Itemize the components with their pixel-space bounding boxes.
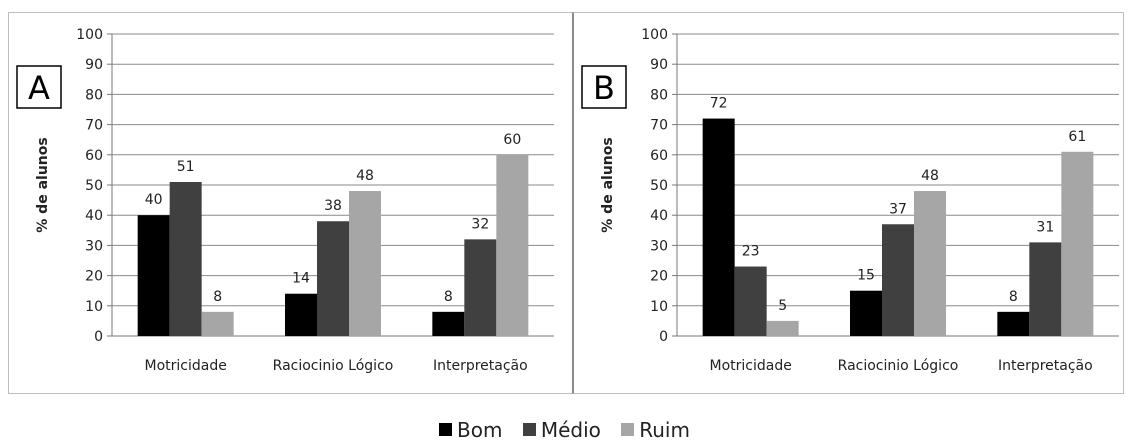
chart-b-data-label: 5 xyxy=(778,298,787,314)
chart-b-bar-mdio xyxy=(882,224,914,336)
chart-b-bar-mdio xyxy=(1029,242,1062,336)
chart-b-bar-ruim xyxy=(1061,151,1094,336)
chart-a-category-label: Raciocinio Lógico xyxy=(273,358,394,374)
chart-a-ytick-label: 20 xyxy=(85,269,103,285)
chart-b-category-label: Interpretação xyxy=(998,358,1093,374)
chart-b-bar-ruim xyxy=(766,320,799,336)
chart-b-bar-bom xyxy=(702,118,735,336)
chart-a-ytick-label: 90 xyxy=(85,57,103,73)
legend-item-ruim: Ruim xyxy=(621,418,690,442)
legend-item-bom: Bom xyxy=(439,418,502,442)
chart-a-data-label: 38 xyxy=(324,198,342,214)
chart-b-data-label: 23 xyxy=(742,244,760,260)
chart-a-bar-ruim xyxy=(496,154,529,336)
chart-panel-a: 0 10 20 30 40 50 60 70 80 90 100 % de alunos A 40 51 8 M… xyxy=(8,12,572,394)
chart-b-ytick-label: 100 xyxy=(641,27,668,43)
chart-a-data-label: 32 xyxy=(471,216,489,232)
chart-b-panel-label: B xyxy=(593,69,615,107)
chart-b-data-label: 72 xyxy=(710,96,728,112)
chart-a-data-label: 48 xyxy=(356,168,374,184)
chart-b-data-label: 31 xyxy=(1036,219,1054,235)
chart-a-svg: 0 10 20 30 40 50 60 70 80 90 100 % de alunos A 40 51 8 M… xyxy=(16,27,554,374)
chart-b-ytick-label: 0 xyxy=(659,329,668,345)
chart-a-ytick-label: 10 xyxy=(85,299,103,315)
chart-b-bar-ruim xyxy=(914,191,946,336)
chart-b-bar-bom xyxy=(997,311,1030,336)
legend-item-medio: Médio xyxy=(522,418,601,442)
chart-b-panel-label-box xyxy=(581,65,627,109)
chart-a-panel-label: A xyxy=(28,69,50,107)
legend-swatch-medio xyxy=(522,423,536,436)
chart-a-ylabel: % de alunos xyxy=(35,137,51,232)
chart-a-data-label: 14 xyxy=(292,271,310,287)
chart-b-category-label: Raciocinio Lógico xyxy=(838,358,959,374)
chart-b-data-label: 8 xyxy=(1009,289,1018,305)
chart-b-ytick-label: 50 xyxy=(650,178,668,194)
chart-a-bar-bom xyxy=(137,215,170,336)
chart-b-ytick-label: 90 xyxy=(650,57,668,73)
chart-a-bar-mdio xyxy=(169,181,202,336)
chart-a-ytick-label: 0 xyxy=(94,329,103,345)
chart-a-panel-label-box xyxy=(16,65,62,109)
legend-label-ruim: Ruim xyxy=(639,418,690,442)
chart-a-ytick-label: 30 xyxy=(85,238,103,254)
chart-a-ytick-label: 50 xyxy=(85,178,103,194)
legend-swatch-ruim xyxy=(621,423,635,436)
chart-b-data-label: 48 xyxy=(921,168,939,184)
chart-b-ytick-label: 10 xyxy=(650,299,668,315)
chart-b-ytick-label: 70 xyxy=(650,118,668,134)
chart-panel-b: 0 10 20 30 40 50 60 70 80 90 100 % de alunos B 72 23 5 M… xyxy=(572,12,1124,394)
legend-label-medio: Médio xyxy=(540,418,601,442)
legend-label-bom: Bom xyxy=(457,418,503,442)
chart-a-data-label: 51 xyxy=(177,159,195,175)
chart-a-bar-mdio xyxy=(464,239,497,336)
chart-b-svg: 0 10 20 30 40 50 60 70 80 90 100 % de alunos B 72 23 5 M… xyxy=(581,27,1119,374)
chart-b-data-label: 37 xyxy=(889,201,907,217)
chart-a-category-label: Motricidade xyxy=(144,358,226,374)
chart-a-ytick-label: 100 xyxy=(76,27,103,43)
chart-b-ytick-label: 40 xyxy=(650,208,668,224)
chart-b-ylabel: % de alunos xyxy=(600,137,616,232)
chart-b-ytick-label: 80 xyxy=(650,87,668,103)
chart-a-ytick-label: 40 xyxy=(85,208,103,224)
chart-b-data-label: 15 xyxy=(857,268,875,284)
chart-b-ytick-label: 20 xyxy=(650,269,668,285)
chart-a-category-label: Interpretação xyxy=(433,358,528,374)
chart-a-data-label: 8 xyxy=(444,289,453,305)
chart-b-ytick-label: 60 xyxy=(650,148,668,164)
chart-a-data-label: 60 xyxy=(503,132,521,148)
chart-b-bar-mdio xyxy=(734,266,767,336)
chart-a-bar-mdio xyxy=(317,221,349,336)
chart-a-ytick-label: 60 xyxy=(85,148,103,164)
chart-a-data-label: 8 xyxy=(213,289,222,305)
chart-a-ytick-label: 80 xyxy=(85,87,103,103)
chart-a-data-label: 40 xyxy=(145,192,163,208)
chart-b-bar-bom xyxy=(850,290,882,336)
legend-swatch-bom xyxy=(439,423,453,436)
chart-a-bar-ruim xyxy=(349,191,381,336)
chart-b-category-label: Motricidade xyxy=(709,358,791,374)
chart-b-ytick-label: 30 xyxy=(650,238,668,254)
legend: Bom Médio Ruim xyxy=(0,418,1129,442)
chart-a-ytick-label: 70 xyxy=(85,118,103,134)
chart-a-bar-ruim xyxy=(201,311,234,336)
chart-a-bar-bom xyxy=(432,311,465,336)
chart-a-bar-bom xyxy=(285,293,317,336)
chart-b-data-label: 61 xyxy=(1068,129,1086,145)
